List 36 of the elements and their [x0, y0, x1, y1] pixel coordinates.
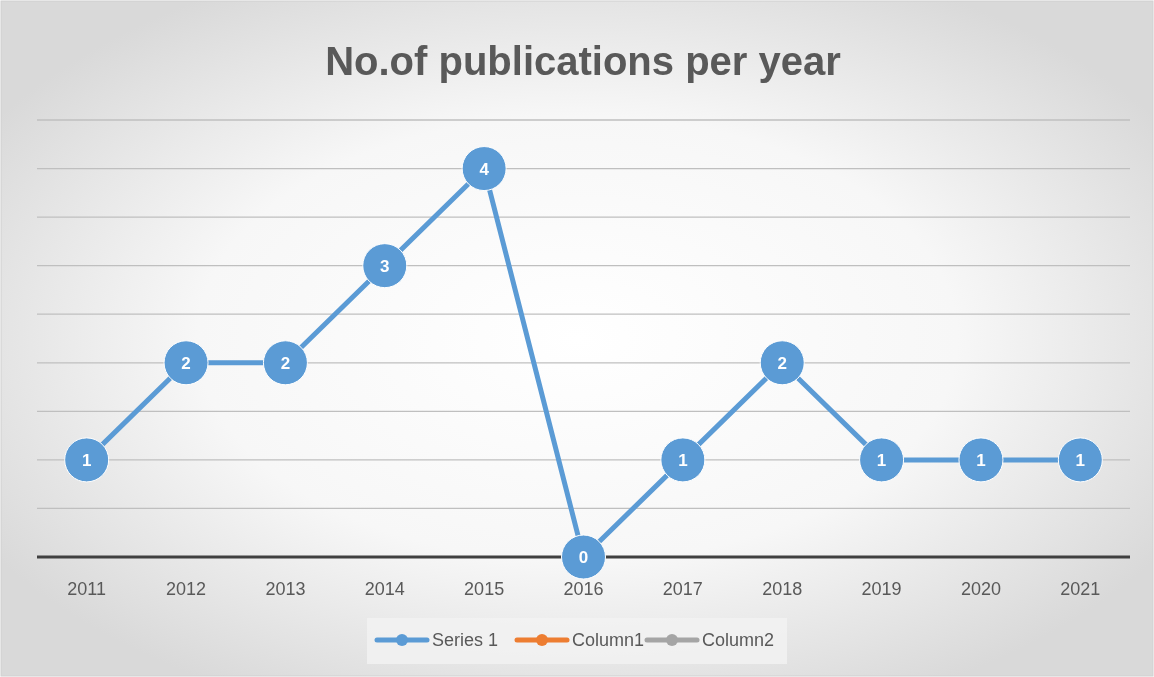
legend-label: Column1	[572, 630, 645, 650]
x-tick-label: 2015	[464, 579, 505, 599]
legend-label: Column2	[702, 630, 775, 650]
point	[958, 437, 1004, 483]
point	[859, 437, 905, 483]
x-tick-label: 2014	[364, 579, 405, 599]
data-label: 2	[777, 353, 787, 373]
data-label: 4	[479, 159, 490, 179]
data-label: 1	[678, 450, 688, 470]
x-tick-label: 2011	[67, 579, 107, 599]
data-label: 2	[181, 353, 191, 373]
point	[262, 340, 308, 386]
x-tick-label: 2020	[960, 579, 1001, 599]
data-label: 0	[578, 548, 589, 567]
x-tick-label: 2021	[1060, 579, 1101, 599]
point	[461, 146, 507, 192]
legend-label: Series 1	[432, 630, 499, 650]
data-label: 2	[280, 353, 291, 373]
x-tick-label: 2013	[265, 579, 306, 599]
data-label: 3	[380, 256, 390, 276]
point	[660, 437, 706, 483]
data-label: 1	[1075, 450, 1086, 470]
point	[64, 437, 110, 483]
data-label: 1	[976, 450, 986, 470]
x-tick-label: 2018	[762, 579, 803, 599]
x-tick-label: 2012	[166, 579, 207, 599]
data-label: 1	[81, 450, 92, 470]
data-label: 1	[876, 450, 887, 470]
point	[163, 340, 209, 386]
point	[561, 534, 606, 580]
point	[759, 340, 805, 386]
x-tick-label: 2019	[861, 579, 902, 599]
chart-title: No.of publications per year	[325, 39, 841, 83]
point	[1057, 437, 1103, 483]
x-tick-label: 2017	[662, 579, 703, 599]
x-tick-label: 2016	[563, 579, 604, 599]
